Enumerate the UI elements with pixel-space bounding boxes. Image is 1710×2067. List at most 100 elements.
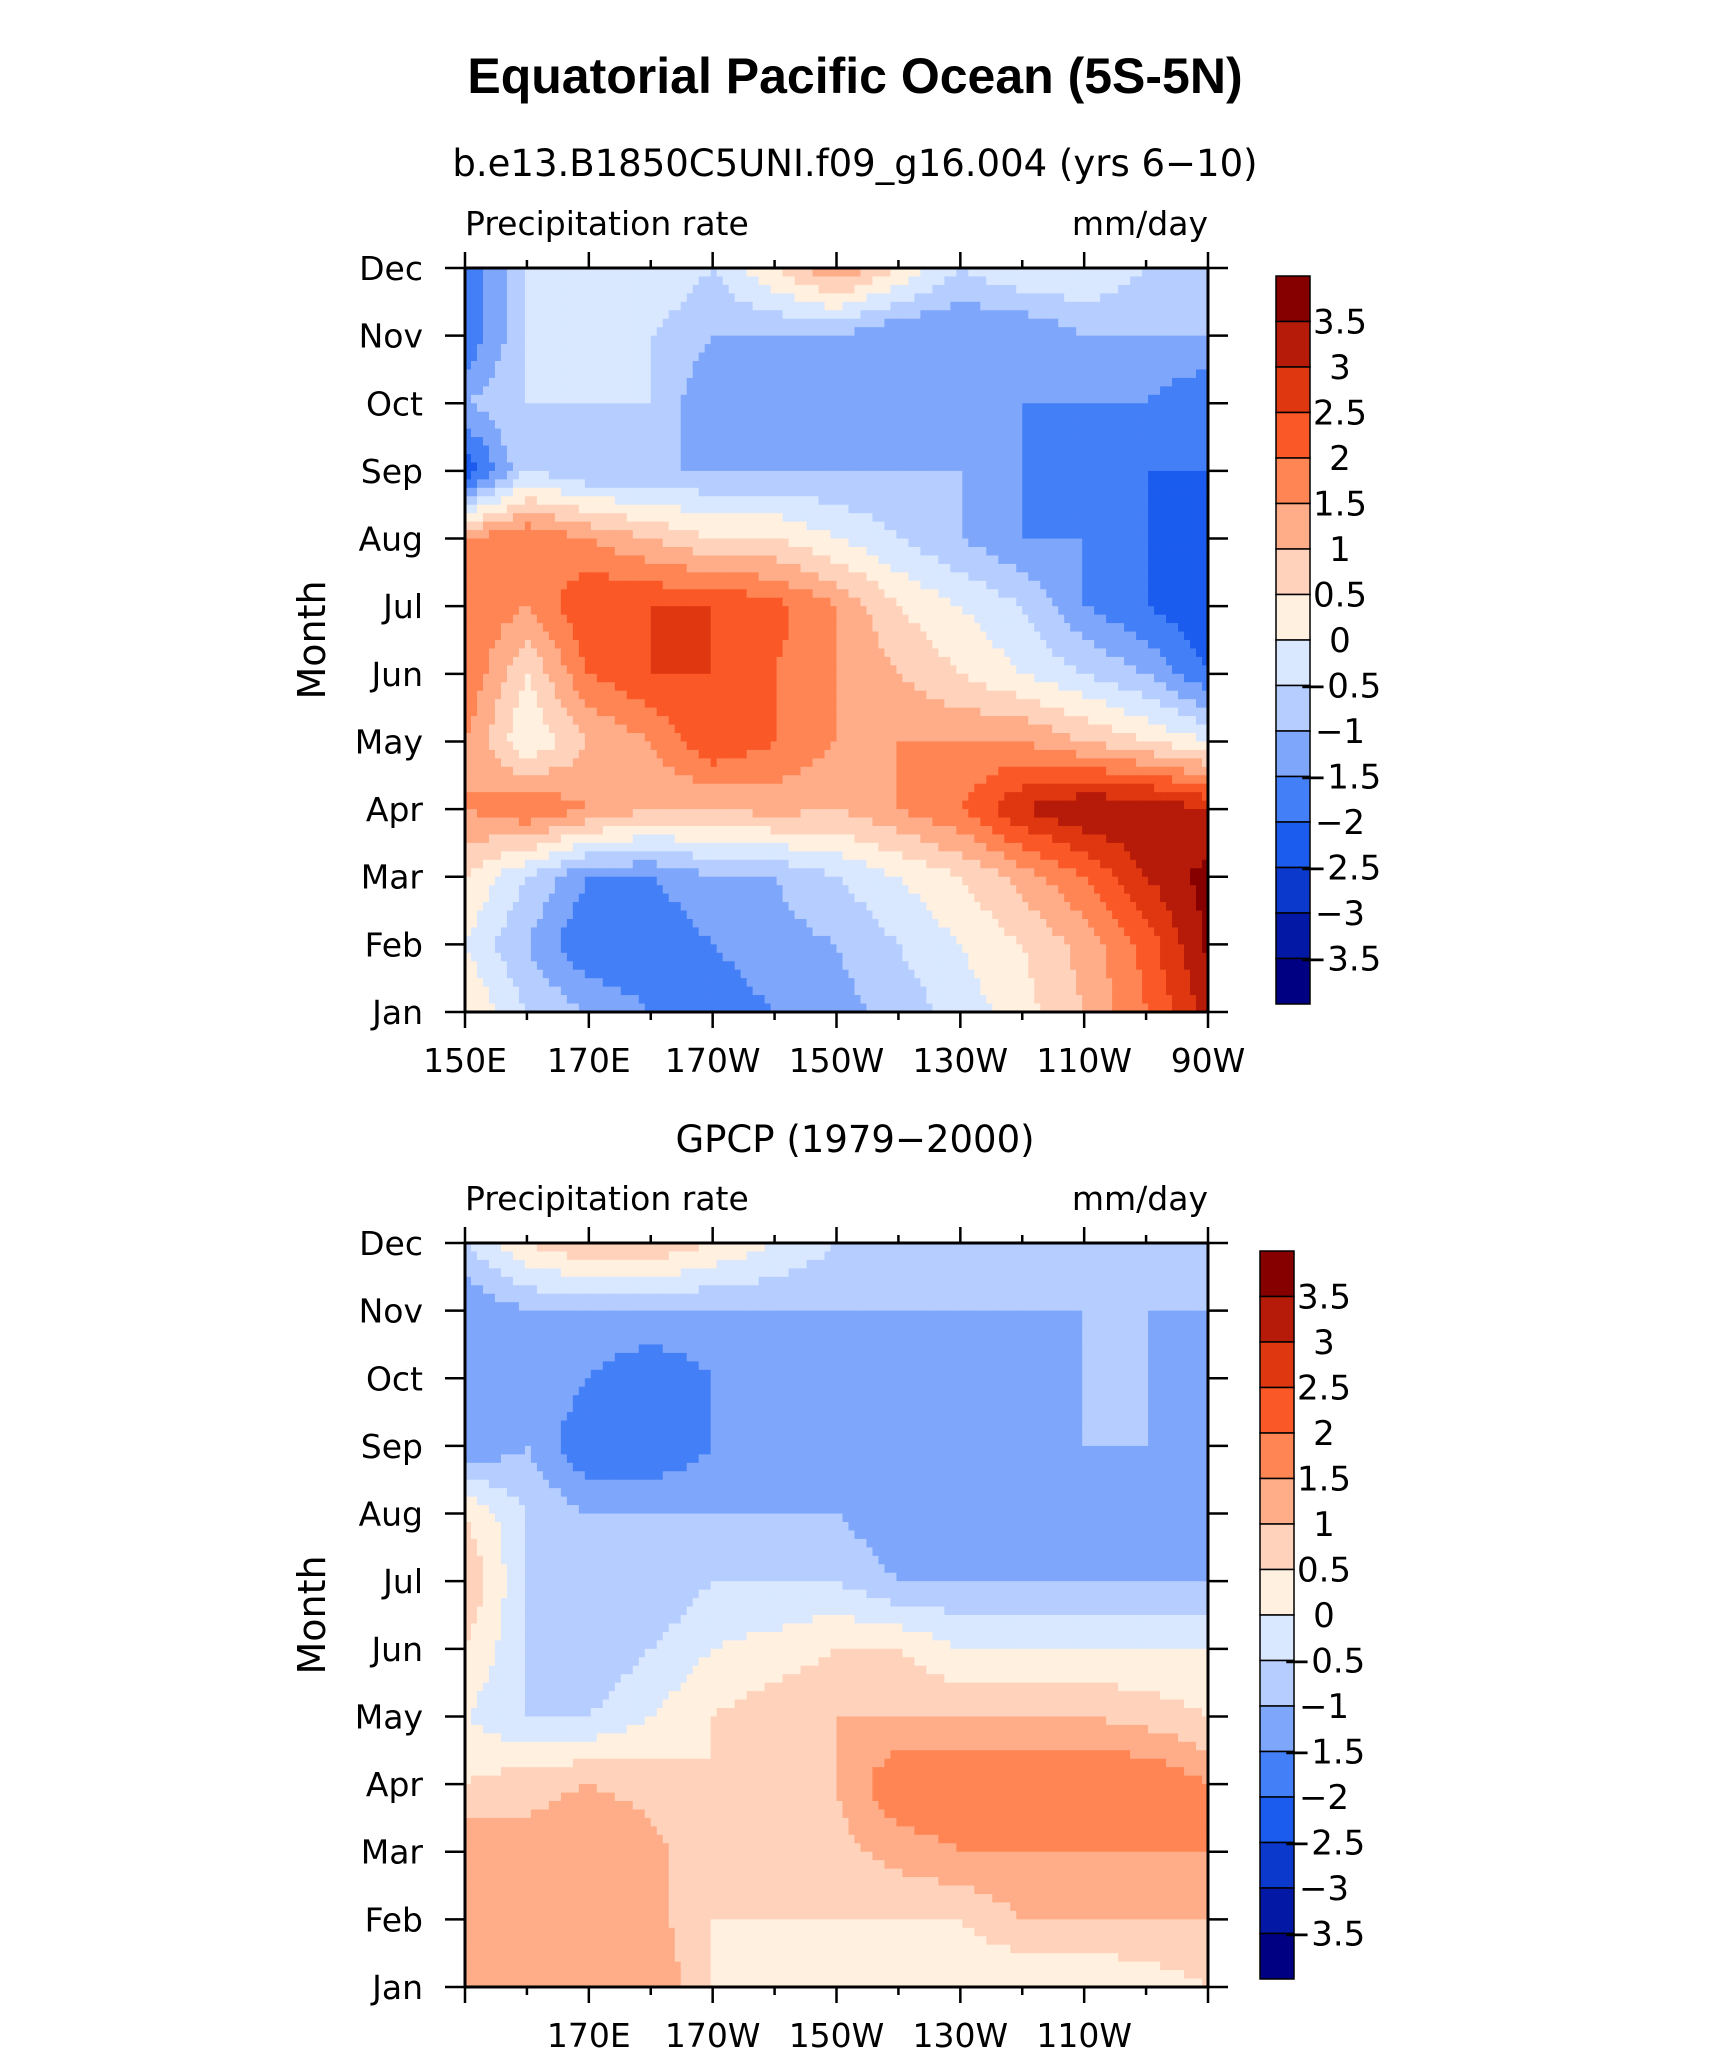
contour-cell [926, 361, 933, 371]
contour-cell [998, 580, 1005, 590]
contour-cell [962, 597, 969, 607]
contour-cell [986, 513, 993, 523]
contour-cell [710, 496, 718, 506]
contour-cell [584, 327, 592, 337]
contour-cell [674, 420, 682, 430]
contour-cell [530, 462, 538, 472]
contour-cell [734, 284, 742, 294]
contour-cell [974, 496, 981, 506]
contour-cell [542, 293, 550, 303]
contour-cell [482, 462, 490, 472]
contour-cell [470, 445, 478, 455]
contour-cell [674, 454, 682, 464]
contour-cell [1154, 487, 1161, 497]
contour-cell [572, 454, 580, 464]
contour-cell [638, 293, 646, 303]
contour-cell [854, 445, 862, 455]
contour-cell [782, 276, 790, 286]
contour-cell [1028, 369, 1035, 379]
contour-cell [944, 369, 951, 379]
contour-cell [872, 454, 880, 464]
contour-cell [992, 386, 999, 396]
contour-cell [482, 513, 490, 523]
contour-cell [710, 479, 718, 489]
contour-cell [818, 310, 826, 320]
contour-cell [836, 361, 844, 371]
contour-cell [1148, 496, 1155, 506]
contour-cell [638, 437, 646, 447]
contour-cell [992, 276, 999, 286]
contour-cell [560, 479, 568, 489]
contour-cell [644, 470, 652, 480]
contour-cell [1040, 386, 1047, 396]
contour-cell [566, 386, 574, 396]
contour-cell [782, 420, 790, 430]
contour-cell [1184, 504, 1191, 514]
contour-cell [794, 572, 802, 582]
contour-cell [1070, 352, 1077, 362]
contour-cell [1112, 403, 1119, 413]
contour-cell [866, 589, 874, 599]
contour-cell [536, 268, 544, 278]
contour-cell [1130, 572, 1137, 582]
contour-cell [572, 403, 580, 413]
contour-cell [1130, 411, 1137, 421]
contour-cell [1094, 572, 1101, 582]
contour-cell [800, 547, 808, 557]
contour-cell [572, 521, 580, 531]
contour-cell [650, 530, 658, 540]
contour-cell [638, 513, 646, 523]
contour-cell [764, 496, 772, 506]
contour-cell [1124, 496, 1131, 506]
contour-cell [962, 530, 969, 540]
contour-cell [722, 454, 730, 464]
contour-cell [974, 318, 981, 328]
contour-cell [794, 361, 802, 371]
contour-cell [524, 538, 532, 548]
contour-cell [794, 597, 802, 607]
contour-cell [1172, 428, 1179, 438]
contour-cell [992, 504, 999, 514]
contour-cell [902, 504, 909, 514]
contour-cell [524, 606, 532, 616]
contour-cell [992, 538, 999, 548]
contour-cell [512, 513, 520, 523]
contour-cell [962, 310, 969, 320]
contour-cell [1154, 454, 1161, 464]
contour-cell [506, 301, 514, 311]
contour-cell [998, 496, 1005, 506]
contour-cell [1100, 513, 1107, 523]
contour-cell [1016, 462, 1023, 472]
contour-cell [902, 301, 909, 311]
contour-cell [578, 470, 586, 480]
contour-cell [1190, 521, 1197, 531]
contour-cell [1088, 301, 1095, 311]
contour-cell [860, 470, 868, 480]
contour-cell [1016, 589, 1023, 599]
contour-cell [896, 454, 904, 464]
contour-cell [1184, 386, 1191, 396]
contour-cell [572, 606, 580, 616]
contour-cell [578, 344, 586, 354]
contour-cell [722, 462, 730, 472]
contour-cell [1022, 268, 1029, 278]
contour-cell [614, 268, 622, 278]
contour-cell [1178, 538, 1185, 548]
contour-cell [465, 344, 472, 354]
contour-cell [734, 437, 742, 447]
contour-cell [614, 606, 622, 616]
contour-cell [866, 268, 874, 278]
contour-cell [1118, 318, 1125, 328]
contour-cell [776, 589, 784, 599]
contour-cell [620, 580, 628, 590]
contour-cell [566, 530, 574, 540]
contour-cell [680, 470, 688, 480]
contour-cell [1094, 479, 1101, 489]
contour-cell [764, 462, 772, 472]
contour-cell [596, 521, 604, 531]
contour-cell [992, 394, 999, 404]
contour-cell [836, 521, 844, 531]
contour-cell [884, 513, 892, 523]
contour-cell [896, 589, 904, 599]
contour-cell [902, 394, 909, 404]
